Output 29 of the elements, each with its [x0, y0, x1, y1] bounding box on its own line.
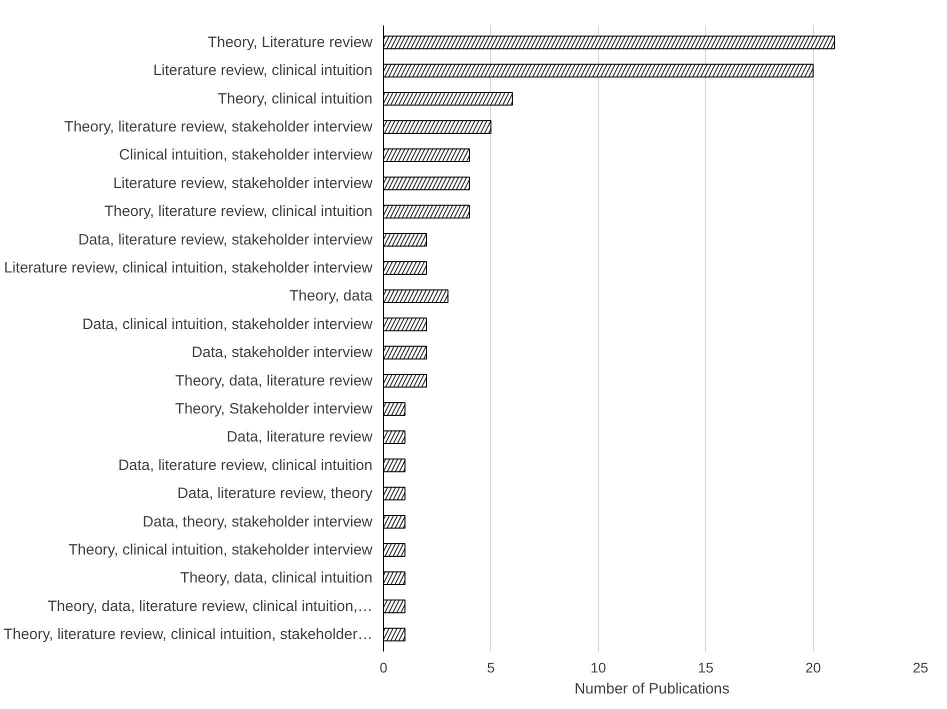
x-tick-label: 20	[805, 660, 822, 676]
y-tick-label: Data, stakeholder interview	[192, 344, 373, 362]
x-tick-label: 10	[590, 660, 606, 676]
x-tick-label: 0	[380, 660, 388, 676]
y-tick-label: Theory, Literature review	[208, 34, 373, 51]
x-axis-title: Number of Publications	[574, 680, 730, 698]
y-tick-label: Data, theory, stakeholder interview	[142, 513, 373, 530]
x-tick-label: 25	[912, 660, 928, 676]
y-tick-label: Data, literature review, theory	[177, 485, 373, 502]
y-tick-label: Theory, data, clinical intuition	[180, 570, 373, 587]
y-tick-label: Data, literature review	[226, 428, 373, 446]
y-tick-label: Theory, Stakeholder interview	[175, 400, 373, 418]
y-tick-label: Data, literature review, clinical intuition	[118, 456, 373, 474]
y-tick-label: Literature review, stakeholder interview	[113, 174, 373, 192]
x-tick-label: 15	[698, 660, 714, 676]
y-tick-label: Literature review, clinical intuition, stakeholder interview	[4, 260, 373, 277]
y-tick-label: Theory, data	[289, 288, 374, 305]
y-tick-label: Theory, literature review, stakeholder interview	[64, 118, 373, 136]
y-tick-label: Theory, clinical intuition, stakeholder interview	[68, 541, 373, 558]
y-tick-label: Theory, literature review, clinical intuition	[104, 203, 373, 220]
y-tick-label: Literature review, clinical intuition	[153, 62, 373, 80]
y-tick-label: Theory, data, literature review, clinical intuition,…	[48, 598, 373, 615]
y-tick-label: Clinical intuition, stakeholder interview	[119, 146, 373, 164]
y-tick-label: Data, literature review, stakeholder interview	[78, 231, 373, 248]
y-tick-label: Theory, clinical intuition	[218, 90, 373, 108]
y-tick-label: Data, clinical intuition, stakeholder interview	[82, 316, 373, 333]
x-tick-label: 5	[487, 660, 496, 676]
y-tick-label: Theory, data, literature review	[175, 372, 373, 390]
y-tick-label: Theory, literature review, clinical intuition, stakeholder…	[3, 626, 373, 644]
